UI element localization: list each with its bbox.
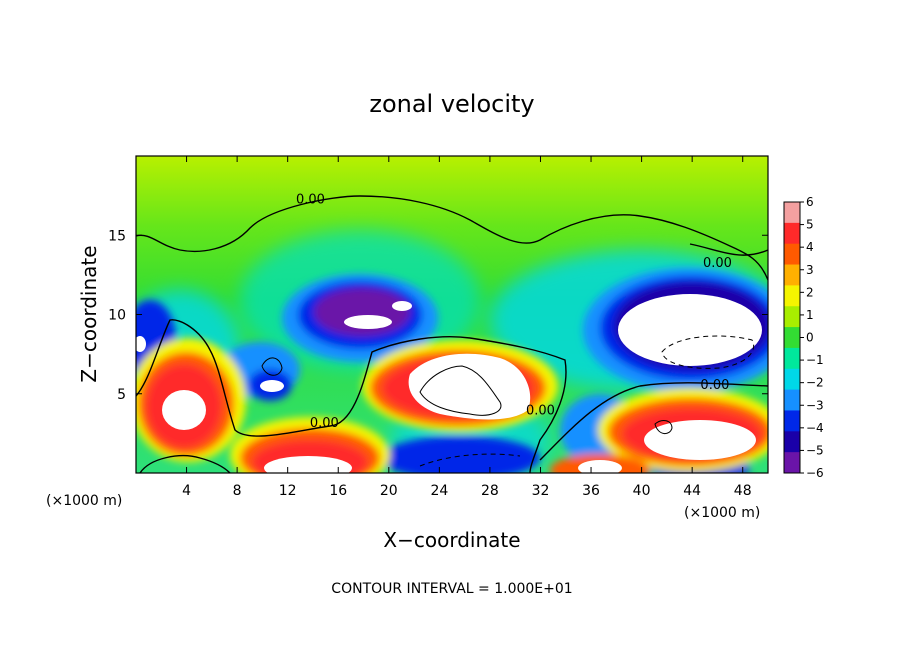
contour-lines — [136, 195, 768, 473]
x-axis-label: X−coordinate — [383, 528, 520, 552]
x-tick-label: 28 — [481, 483, 499, 499]
contour-label: 0.00 — [296, 193, 325, 208]
colorbar-label: 6 — [806, 195, 814, 209]
contour-inner-negative — [661, 335, 754, 369]
colorbar-swatch — [784, 264, 800, 286]
colorbar-swatch — [784, 452, 800, 474]
colorbar: 6 5 4 3 2 1 0 −1 −2 −3 −4 −5 −6 — [783, 195, 824, 480]
colorbar-label: 4 — [806, 240, 814, 254]
y-axis-label: Z−coordinate — [77, 245, 101, 382]
x-unit-left: (×1000 m) — [46, 493, 122, 509]
contour-zero-lower — [539, 382, 768, 461]
x-tick-label: 40 — [633, 483, 651, 499]
contour-label: 0.00 — [700, 378, 729, 393]
contour-interval-note: CONTOUR INTERVAL = 1.000E+01 — [331, 581, 572, 597]
x-tick-label: 20 — [380, 483, 398, 499]
contour-zero-bottom-left — [139, 455, 231, 473]
colorbar-label: 0 — [806, 331, 814, 345]
colorbar-swatch — [784, 431, 800, 453]
colorbar-swatch — [784, 202, 800, 224]
contour-zero-upper — [136, 195, 768, 281]
colorbar-label: −3 — [806, 398, 824, 412]
colorbar-label: 1 — [806, 308, 814, 322]
contour-bottom-dashed — [419, 453, 521, 467]
x-tick-label: 44 — [683, 483, 701, 499]
colorbar-label: 5 — [806, 218, 814, 232]
x-tick-label: 32 — [532, 483, 550, 499]
y-tick-label: 15 — [108, 228, 126, 244]
contour-label-group: 0.00 0.00 0.00 0.00 0.00 — [296, 193, 732, 431]
x-tick-label: 4 — [182, 483, 191, 499]
colorbar-label: −1 — [806, 353, 824, 367]
colorbar-swatch — [784, 347, 800, 370]
x-tick-label: 24 — [430, 483, 448, 499]
contour-label: 0.00 — [703, 256, 732, 271]
colorbar-swatch — [784, 368, 800, 391]
contour-label: 0.00 — [526, 403, 555, 418]
y-tick-label: 5 — [117, 387, 126, 403]
x-tick-label: 12 — [279, 483, 297, 499]
x-tick-label: 8 — [233, 483, 242, 499]
x-unit-right: (×1000 m) — [684, 505, 760, 521]
colorbar-label: 2 — [806, 285, 814, 299]
colorbar-swatch — [784, 222, 800, 245]
colorbar-swatch — [784, 389, 800, 411]
colorbar-swatch — [784, 327, 800, 349]
x-axis-ticks: 4 8 12 16 20 24 28 32 36 40 44 48 — [182, 156, 752, 499]
contour-zero-middle — [136, 319, 567, 473]
x-tick-label: 16 — [329, 483, 347, 499]
y-tick-label: 10 — [108, 308, 126, 324]
contour-label: 0.00 — [310, 416, 339, 431]
colorbar-swatch — [784, 243, 800, 265]
colorbar-swatch — [784, 410, 800, 432]
x-tick-label: 36 — [582, 483, 600, 499]
heatmap-field — [136, 156, 768, 473]
colorbar-label: −4 — [806, 421, 824, 435]
y-axis-ticks: 5 10 15 — [108, 228, 768, 403]
contour-zero-right — [689, 243, 768, 256]
colorbar-label: 3 — [806, 263, 814, 277]
colorbar-label: −6 — [806, 466, 824, 480]
contour-small-loop — [654, 420, 673, 434]
colorbar-label: −2 — [806, 376, 824, 390]
colorbar-swatch — [784, 285, 800, 307]
colorbar-label: −5 — [806, 443, 824, 457]
x-tick-label: 48 — [734, 483, 752, 499]
contour-inner-positive — [419, 365, 502, 416]
contour-loop-left — [261, 357, 283, 376]
colorbar-swatch — [784, 306, 800, 328]
chart-title: zonal velocity — [369, 90, 534, 118]
